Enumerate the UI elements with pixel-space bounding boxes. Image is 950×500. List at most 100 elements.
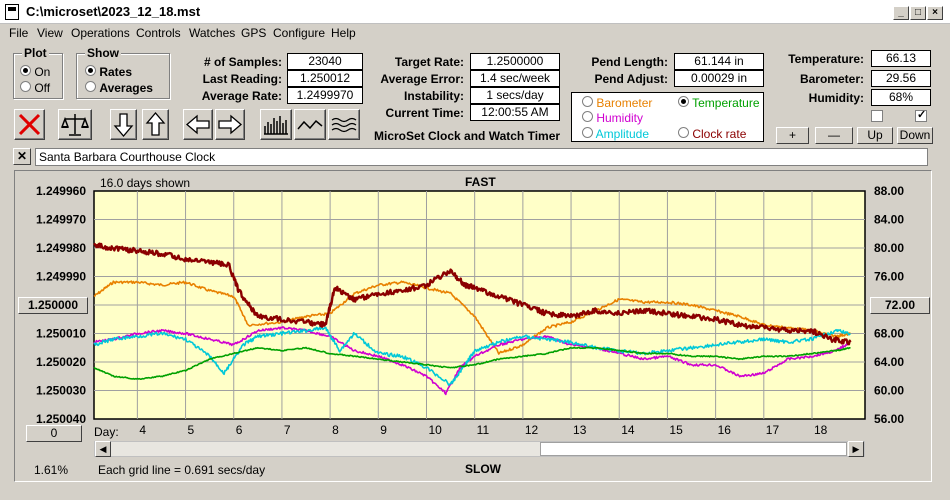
menu-bar: File View Operations Controls Watches GP… xyxy=(0,24,950,42)
pend-adjust-label: Pend Adjust: xyxy=(594,72,668,86)
samples-value: 23040 xyxy=(287,53,363,70)
legend-amplitude[interactable]: Amplitude xyxy=(582,127,649,141)
legend-temperature[interactable]: Temperature xyxy=(678,96,760,110)
scroll-down-button[interactable]: Down xyxy=(897,127,933,144)
x-tick-label: 14 xyxy=(621,423,635,437)
average-rate-value: 1.2499970 xyxy=(287,87,363,104)
app-name: MicroSet Clock and Watch Timer xyxy=(374,129,561,143)
clear-clock-name-button[interactable]: ✕ xyxy=(13,148,31,165)
radio-icon[interactable] xyxy=(85,81,96,92)
option-checkbox-2[interactable]: ✓ xyxy=(915,109,927,122)
slow-label: SLOW xyxy=(465,462,501,476)
average-error-value: 1.4 sec/week xyxy=(470,70,560,87)
radio-icon[interactable] xyxy=(678,127,689,138)
pend-length-value: 61.144 in xyxy=(674,53,764,70)
barometer-label: Barometer: xyxy=(799,72,864,86)
menu-gps[interactable]: GPS xyxy=(241,26,267,40)
menu-view[interactable]: View xyxy=(37,26,63,40)
horizontal-scrollbar[interactable]: ◀ ▶ xyxy=(94,441,865,457)
histogram-button[interactable] xyxy=(260,109,292,140)
wave-icon xyxy=(297,119,323,130)
series-line-amplitude xyxy=(93,326,851,386)
center-rate-button[interactable]: 1.250000 xyxy=(18,297,88,314)
series-legend: Barometer Temperature Humidity Amplitude… xyxy=(571,92,764,142)
triangle-left-icon: ◀ xyxy=(99,444,107,454)
radio-icon[interactable] xyxy=(582,96,593,107)
days-shown-label: 16.0 days shown xyxy=(100,176,191,190)
up-arrow-button[interactable] xyxy=(142,109,169,140)
menu-watches[interactable]: Watches xyxy=(189,26,236,40)
title-bar: C:\microset\2023_12_18.mst _ □ × xyxy=(0,0,950,24)
x-tick-label: 8 xyxy=(332,423,339,437)
arrow-down-icon xyxy=(113,113,134,138)
menu-configure[interactable]: Configure xyxy=(273,26,326,40)
y-right-tick-label: 80.00 xyxy=(874,241,904,255)
scale-plus-button[interactable]: + xyxy=(776,127,809,144)
balance-button[interactable] xyxy=(58,109,92,140)
scroll-right-button[interactable]: ▶ xyxy=(848,441,864,457)
radio-icon[interactable] xyxy=(85,65,96,76)
right-arrow-button[interactable] xyxy=(215,109,245,140)
y-right-tick-label: 68.00 xyxy=(874,327,904,341)
maximize-button[interactable]: □ xyxy=(910,6,926,20)
fast-label: FAST xyxy=(465,175,496,189)
legend-barometer[interactable]: Barometer xyxy=(582,96,652,110)
scrollbar-thumb[interactable] xyxy=(540,442,847,456)
y-right-tick-label: 56.00 xyxy=(874,412,904,426)
scroll-left-button[interactable]: ◀ xyxy=(95,441,111,457)
x-tick-label: 4 xyxy=(139,423,146,437)
radio-icon[interactable] xyxy=(582,127,593,138)
x-tick-label: 12 xyxy=(525,423,539,437)
left-arrow-button[interactable] xyxy=(183,109,213,140)
scroll-up-button[interactable]: Up xyxy=(857,127,893,144)
show-rates-option[interactable]: Rates xyxy=(85,65,132,79)
window-title: C:\microset\2023_12_18.mst xyxy=(26,4,201,19)
radio-icon[interactable] xyxy=(678,96,689,107)
legend-humidity[interactable]: Humidity xyxy=(582,111,643,125)
radio-icon[interactable] xyxy=(20,81,31,92)
menu-operations[interactable]: Operations xyxy=(71,26,130,40)
series-line-clock-rate xyxy=(93,242,852,346)
series-line-temperature xyxy=(93,346,851,380)
pend-adjust-value: 0.00029 in xyxy=(674,70,764,87)
temperature-value: 66.13 xyxy=(871,50,931,67)
arrow-up-icon xyxy=(145,111,166,136)
radio-icon[interactable] xyxy=(20,65,31,76)
menu-help[interactable]: Help xyxy=(331,26,356,40)
multi-wave-icon xyxy=(331,117,357,133)
stop-button[interactable] xyxy=(14,109,45,140)
last-reading-value: 1.250012 xyxy=(287,70,363,87)
red-x-icon xyxy=(18,113,41,136)
histogram-icon xyxy=(264,116,288,135)
center-right-axis-button[interactable]: 72.00 xyxy=(870,297,930,314)
x-tick-label: 9 xyxy=(380,423,387,437)
plot-on-option[interactable]: On xyxy=(20,65,50,79)
plot-off-option[interactable]: Off xyxy=(20,81,50,95)
wave-button[interactable] xyxy=(294,109,326,140)
offset-zero-button[interactable]: 0 xyxy=(26,425,82,442)
x-tick-label: 17 xyxy=(766,423,780,437)
scale-minus-button[interactable]: — xyxy=(815,127,853,144)
current-time-value: 12:00:55 AM xyxy=(470,104,560,121)
down-arrow-button[interactable] xyxy=(110,109,137,140)
arrow-right-icon xyxy=(218,114,243,135)
menu-controls[interactable]: Controls xyxy=(136,26,181,40)
legend-clock-rate[interactable]: Clock rate xyxy=(678,127,746,141)
samples-label: # of Samples: xyxy=(203,55,282,69)
plot-group-caption: Plot xyxy=(22,46,49,60)
close-icon: ✕ xyxy=(16,149,28,163)
minimize-button[interactable]: _ xyxy=(893,6,909,20)
y-right-tick-label: 84.00 xyxy=(874,213,904,227)
x-tick-label: 15 xyxy=(669,423,683,437)
menu-file[interactable]: File xyxy=(9,26,29,40)
multi-wave-button[interactable] xyxy=(328,109,360,140)
x-tick-label: 5 xyxy=(188,423,195,437)
radio-icon[interactable] xyxy=(582,111,593,122)
clock-name-input[interactable]: Santa Barbara Courthouse Clock xyxy=(35,148,928,166)
y-left-tick-label: 1.250040 xyxy=(36,412,86,426)
option-checkbox-1[interactable] xyxy=(871,110,883,122)
show-averages-option[interactable]: Averages xyxy=(85,81,153,95)
current-time-label: Current Time: xyxy=(385,106,464,120)
close-button[interactable]: × xyxy=(927,6,943,20)
